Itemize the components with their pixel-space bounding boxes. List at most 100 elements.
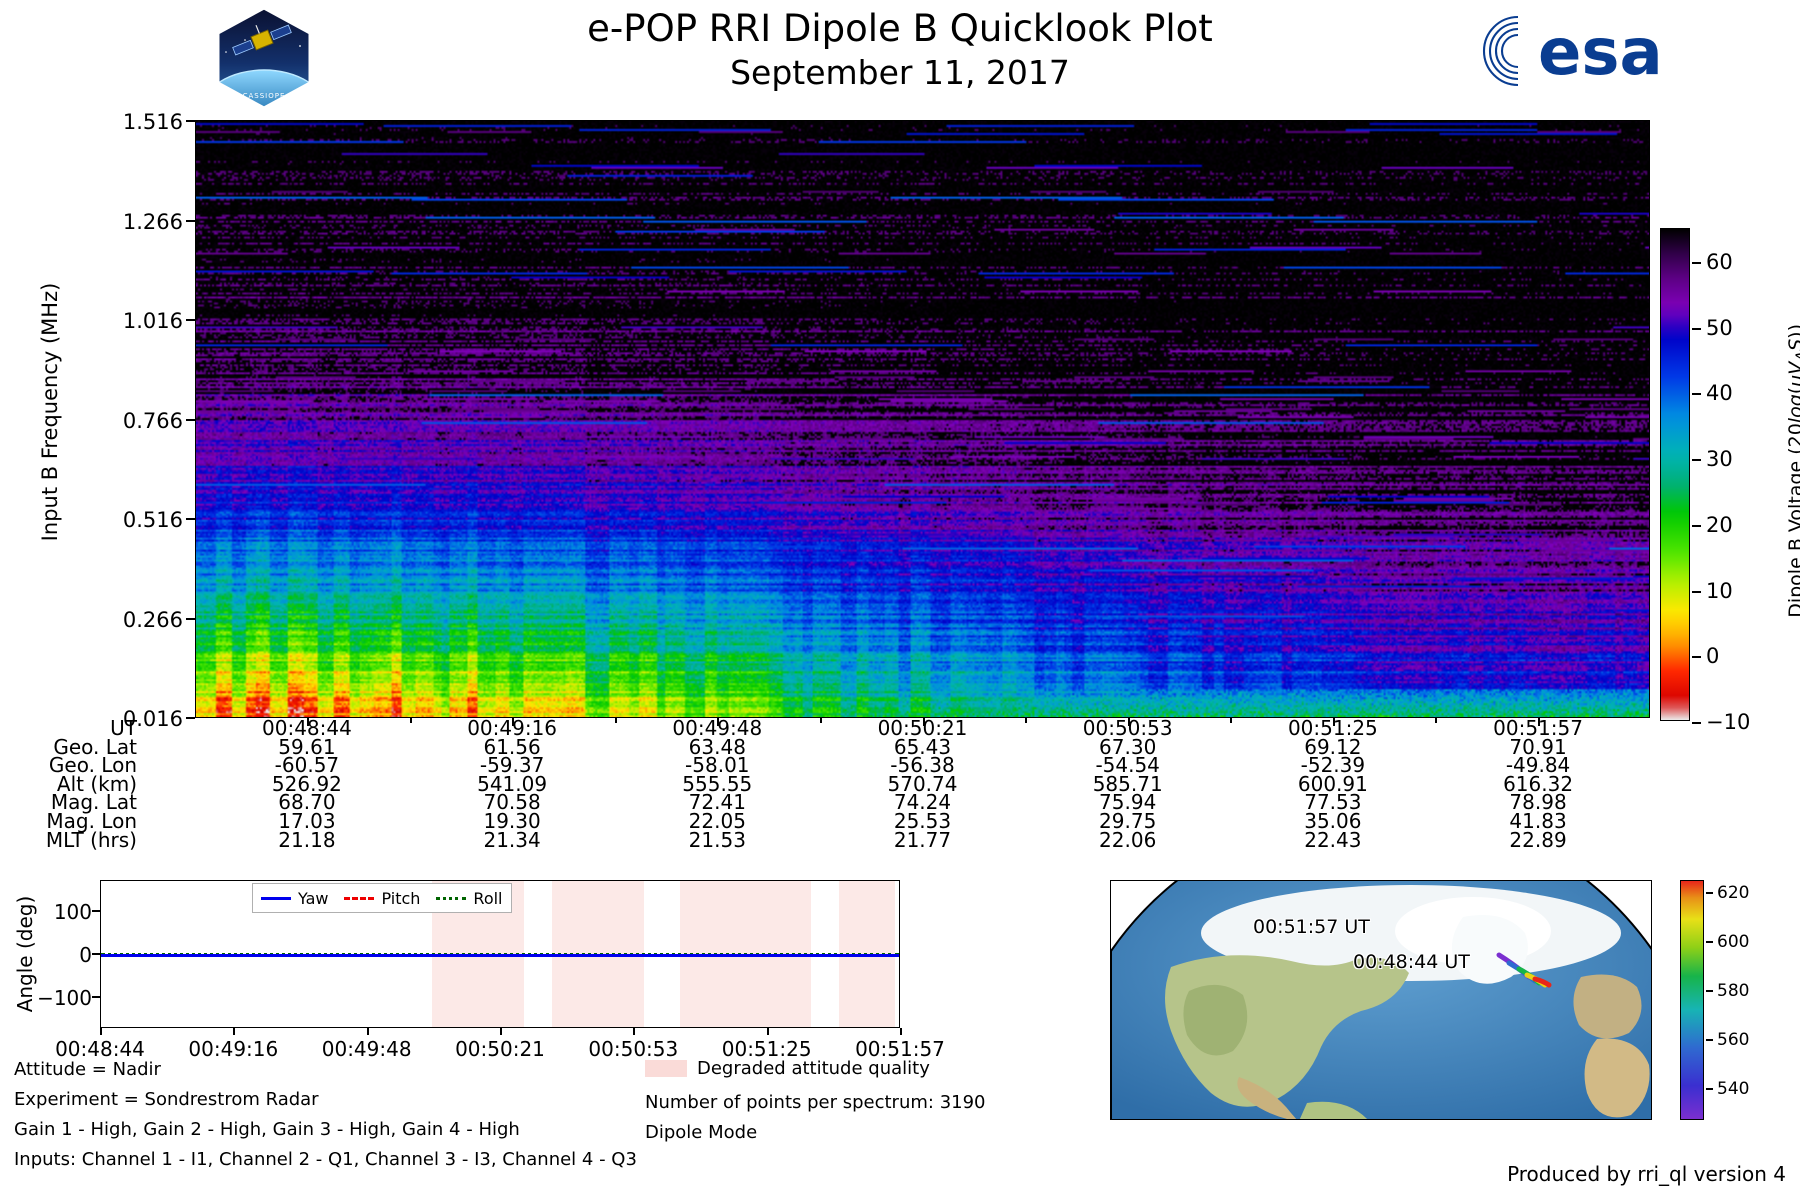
attitude-xtick-mark <box>766 1028 769 1035</box>
spectrogram-xaxis-ticks <box>195 718 1652 728</box>
ephemeris-cell: 00:49:48 <box>672 716 763 740</box>
spectrogram-xtick-mark <box>512 718 515 726</box>
spectrogram-image <box>195 120 1650 718</box>
ephemeris-row-label: Geo. Lat <box>53 734 137 759</box>
ephemeris-cell: 570.74 <box>887 771 958 796</box>
attitude-ytick-mark <box>92 995 100 998</box>
footer-line: Experiment = Sondrestrom Radar <box>14 1089 319 1110</box>
ephemeris-cell: 61.56 <box>483 734 541 759</box>
ephemeris-cell: -52.39 <box>1300 753 1366 778</box>
ephemeris-cell: 21.18 <box>278 827 336 852</box>
voltage-colorbar-tick: 10 <box>1692 579 1733 603</box>
attitude-xtick-label: 00:51:57 <box>855 1037 945 1061</box>
ephemeris-cell: 541.09 <box>477 771 548 796</box>
ephemeris-cell: 616.32 <box>1503 771 1574 796</box>
ephemeris-cell: 00:50:21 <box>877 716 968 740</box>
ephemeris-cell: -60.57 <box>274 753 340 778</box>
altitude-colorbar-tick: 620 <box>1706 883 1749 903</box>
ephemeris-row-label: Geo. Lon <box>48 753 137 778</box>
altitude-colorbar-gradient <box>1680 880 1704 1120</box>
spectrogram-xtick-mark <box>922 718 925 726</box>
attitude-xtick-label: 00:49:48 <box>321 1037 412 1061</box>
ephemeris-cell: 22.89 <box>1509 827 1567 852</box>
ephemeris-cell: 75.94 <box>1099 790 1157 815</box>
spectrogram-ytick-label: 0.266 <box>122 607 183 632</box>
ephemeris-cell: 00:48:44 <box>262 716 352 740</box>
ephemeris-row-label: Mag. Lon <box>46 808 137 833</box>
ephemeris-cell: 59.61 <box>278 734 336 759</box>
ephemeris-row: UT 00:48:44 00:49:16 00:49:48 00:50:21 00:50:… <box>0 716 1800 740</box>
ephemeris-cell: 74.24 <box>893 790 952 815</box>
attitude-panel: Angle (deg) 100 0 −100 Yaw Pitch Roll 00:48:… <box>0 880 960 1070</box>
ephemeris-cell: 21.53 <box>688 827 746 852</box>
legend-swatch-roll <box>436 896 467 900</box>
spectrogram-ytick-mark <box>186 717 195 719</box>
legend-label-roll: Roll <box>473 888 503 908</box>
ephemeris-cell: -56.38 <box>890 753 955 778</box>
ephemeris-cell: 00:49:16 <box>467 716 558 740</box>
voltage-colorbar-tick: 40 <box>1692 381 1733 405</box>
ephemeris-cell: 35.06 <box>1304 808 1362 833</box>
ephemeris-cell: 526.92 <box>271 771 342 796</box>
spectrogram-ytick-label: 1.516 <box>122 110 183 134</box>
ephemeris-cell: 69.12 <box>1304 734 1362 759</box>
spectrogram-ytick-label: 0.516 <box>122 508 183 532</box>
ephemeris-cell: 00:51:25 <box>1287 716 1378 740</box>
ephemeris-cell: 63.48 <box>688 734 746 759</box>
voltage-colorbar-tick: 50 <box>1692 316 1733 340</box>
spectrogram-xtick-minor <box>819 718 822 723</box>
voltage-colorbar-tick: 0 <box>1692 644 1719 668</box>
attitude-xtick-mark <box>633 1028 636 1035</box>
attitude-yaxis-ticks: 100 0 −100 <box>20 880 100 1045</box>
spectrogram-xtick-minor <box>1435 718 1438 723</box>
ephemeris-cell: 17.03 <box>278 808 336 833</box>
spectrogram-ytick-mark <box>186 617 195 620</box>
attitude-ytick-label: 100 <box>53 900 92 925</box>
degraded-quality-label: Degraded attitude quality <box>697 1058 930 1079</box>
legend-swatch-yaw <box>261 896 291 900</box>
attitude-xtick-label: 00:50:53 <box>588 1037 679 1061</box>
ephemeris-row-label: Mag. Lat <box>50 790 137 815</box>
ephemeris-cell: 67.30 <box>1099 734 1157 759</box>
spectrogram-panel: Input B Frequency (MHz) 1.516 1.266 1.016 0… <box>0 110 1800 734</box>
ephemeris-row: Mag. Lon 17.03 19.30 22.05 25.53 29.75 35.06 41… <box>0 809 1800 833</box>
ephemeris-row: MLT (hrs) 21.18 21.34 21.53 21.77 22.06 22.43 2… <box>0 828 1800 852</box>
spectrogram-xtick-mark <box>1127 718 1130 726</box>
spectrogram-xtick-mark <box>717 718 720 726</box>
ephemeris-cell: 65.43 <box>893 734 952 759</box>
spectrogram-ytick-label: 1.016 <box>122 309 183 333</box>
spectrogram-xtick-mark <box>1332 718 1335 726</box>
cassiope-mission-patch: CASSIOPE <box>212 6 316 110</box>
spectrogram-ytick-mark <box>186 120 195 122</box>
attitude-xtick-mark <box>900 1028 902 1035</box>
attitude-xtick-label: 00:50:21 <box>455 1037 545 1061</box>
attitude-xtick-mark <box>366 1028 369 1035</box>
ephemeris-cell: 00:50:53 <box>1082 716 1173 740</box>
map-start-time-label: 00:48:44 UT <box>1353 951 1470 973</box>
ephemeris-row: Mag. Lat 68.70 70.58 72.41 74.24 75.94 77.53 78… <box>0 790 1800 814</box>
map-panel: 00:51:57 UT 00:48:44 UT Altitude (km) 62… <box>1110 880 1800 1180</box>
spectrogram-xtick-minor <box>614 718 617 723</box>
spectrogram-ytick-mark <box>186 518 195 520</box>
map-end-time-label: 00:51:57 UT <box>1253 916 1370 938</box>
spectrogram-ytick-label: 1.266 <box>122 209 183 234</box>
spectrogram-ytick-mark <box>186 319 195 321</box>
footer-mid-text: Number of points per spectrum: 3190 Dipol… <box>645 1088 986 1148</box>
spectrogram-xtick-minor <box>1230 718 1233 723</box>
attitude-legend-item: Roll <box>436 888 503 908</box>
ephemeris-cell: -54.54 <box>1095 753 1160 778</box>
ephemeris-cell: 29.75 <box>1099 808 1157 833</box>
ephemeris-cell: 600.91 <box>1297 771 1368 796</box>
altitude-colorbar-tick: 580 <box>1706 981 1749 1001</box>
spectrogram-xtick-minor <box>1025 718 1028 723</box>
spectrogram-ytick-label: 0.016 <box>122 707 183 731</box>
attitude-xtick-mark <box>500 1028 502 1035</box>
ephemeris-cell: 68.70 <box>278 790 336 815</box>
spectrogram-ytick-label: 0.766 <box>122 408 183 433</box>
ephemeris-table: UT 00:48:44 00:49:16 00:49:48 00:50:21 00:50:… <box>0 716 1800 852</box>
ephemeris-cell: 00:51:57 <box>1493 716 1583 740</box>
ephemeris-cell: -59.37 <box>479 753 545 778</box>
ephemeris-cell: 25.53 <box>893 808 952 833</box>
footer-line: Attitude = Nadir <box>14 1059 161 1080</box>
